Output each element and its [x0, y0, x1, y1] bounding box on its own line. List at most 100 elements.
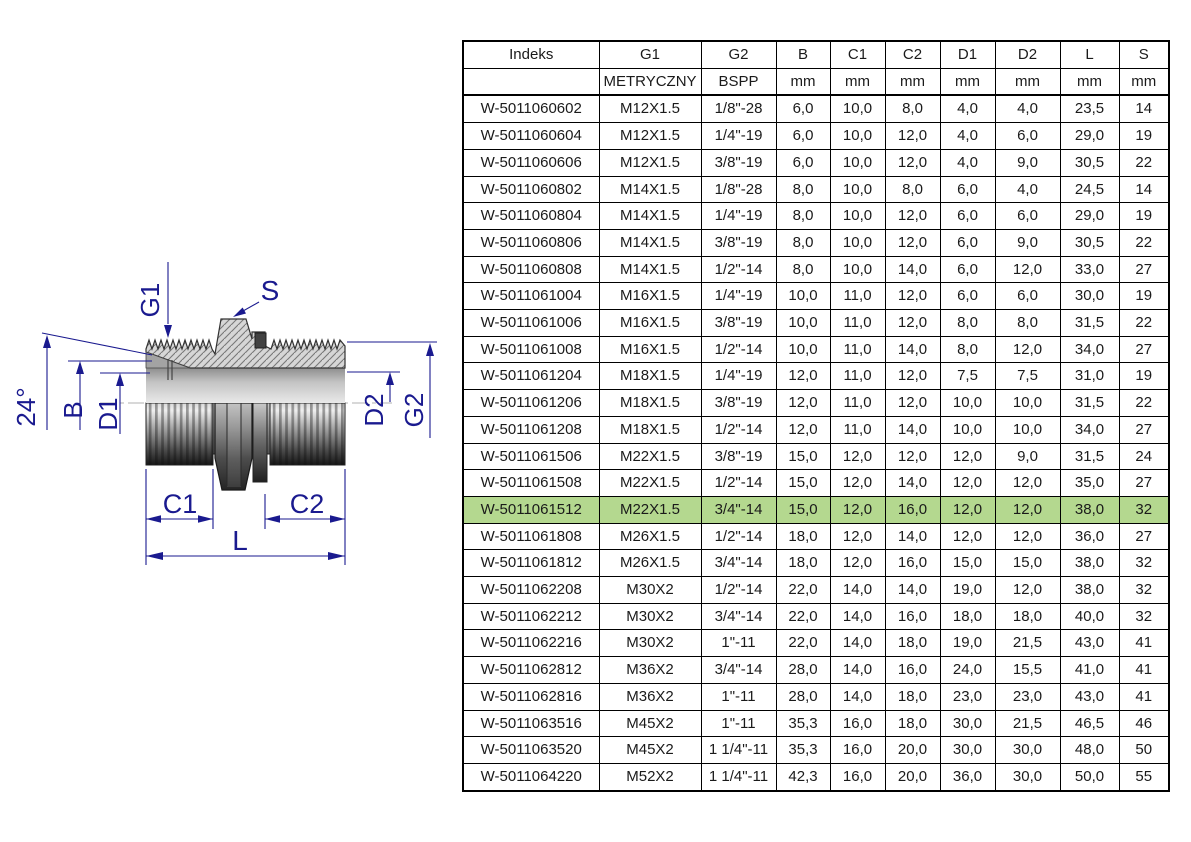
- cell-g1: M18X1.5: [598, 415, 702, 444]
- cell-g2: 3/8"-19: [700, 309, 777, 337]
- cell-d1: 6,0: [939, 202, 996, 230]
- cell-g2: 3/4"-14: [700, 602, 777, 631]
- cell-b: 6,0: [775, 94, 831, 124]
- cell-l: 31,5: [1059, 389, 1120, 417]
- cell-g2: 3/4"-14: [700, 495, 777, 524]
- cell-d2: 21,5: [994, 629, 1061, 658]
- cell-g1: M26X1.5: [598, 522, 702, 551]
- cell-indeks: W-5011061208: [462, 415, 600, 444]
- cell-l: 33,0: [1059, 255, 1120, 284]
- cell-d1: 19,0: [939, 576, 996, 604]
- column-header: B: [775, 40, 831, 69]
- cell-c2: 16,0: [884, 549, 941, 578]
- cell-s: 32: [1118, 576, 1170, 604]
- cell-d1: 6,0: [939, 255, 996, 284]
- cell-b: 28,0: [775, 682, 831, 711]
- cell-d2: 9,0: [994, 442, 1061, 471]
- cell-c1: 16,0: [829, 736, 886, 764]
- cell-g2: 1/2"-14: [700, 415, 777, 444]
- cell-s: 41: [1118, 682, 1170, 711]
- dim-label-g1: G1: [135, 283, 165, 318]
- cell-c1: 14,0: [829, 576, 886, 604]
- cell-g1: M18X1.5: [598, 389, 702, 417]
- column-header: S: [1118, 40, 1170, 69]
- unit-header: mm: [829, 67, 886, 97]
- table-row: W-5011061812 M26X1.5 3/4"-14 18,0 12,0 16,0 15…: [462, 549, 1170, 578]
- cell-c2: 8,0: [884, 94, 941, 124]
- cell-l: 50,0: [1059, 762, 1120, 792]
- cell-s: 22: [1118, 228, 1170, 257]
- cell-b: 18,0: [775, 522, 831, 551]
- cell-g1: M12X1.5: [598, 148, 702, 177]
- cell-l: 43,0: [1059, 629, 1120, 658]
- cell-d2: 12,0: [994, 522, 1061, 551]
- cell-d2: 30,0: [994, 736, 1061, 764]
- cell-l: 38,0: [1059, 495, 1120, 524]
- cell-d2: 10,0: [994, 415, 1061, 444]
- cell-l: 36,0: [1059, 522, 1120, 551]
- cell-g1: M12X1.5: [598, 94, 702, 124]
- table-row: W-5011062216 M30X2 1"-11 22,0 14,0 18,0 19,0 21…: [462, 629, 1170, 658]
- cell-g2: 3/4"-14: [700, 549, 777, 578]
- cell-l: 31,5: [1059, 442, 1120, 471]
- cell-g1: M18X1.5: [598, 362, 702, 391]
- cell-g1: M22X1.5: [598, 495, 702, 524]
- dim-label-angle: 24°: [11, 387, 41, 426]
- cell-d2: 21,5: [994, 709, 1061, 738]
- cell-indeks: W-5011063520: [462, 736, 600, 764]
- cell-g1: M14X1.5: [598, 202, 702, 230]
- c1-arrow-right: [198, 515, 213, 523]
- left-thread-cylinder: [145, 402, 214, 466]
- cell-b: 22,0: [775, 602, 831, 631]
- cell-indeks: W-5011060806: [462, 228, 600, 257]
- cell-c2: 20,0: [884, 762, 941, 792]
- cell-c1: 14,0: [829, 629, 886, 658]
- cell-d1: 18,0: [939, 602, 996, 631]
- cell-g1: M14X1.5: [598, 228, 702, 257]
- cell-c2: 16,0: [884, 602, 941, 631]
- cell-g2: 1/8"-28: [700, 175, 777, 204]
- cell-l: 43,0: [1059, 682, 1120, 711]
- cell-g2: 1/4"-19: [700, 122, 777, 150]
- table-row: W-5011063520 M45X2 1 1/4"-11 35,3 16,0 20,0 30…: [462, 736, 1170, 764]
- cell-d1: 12,0: [939, 442, 996, 471]
- cell-d1: 12,0: [939, 522, 996, 551]
- cell-indeks: W-5011060802: [462, 175, 600, 204]
- cell-l: 29,0: [1059, 202, 1120, 230]
- cell-l: 35,0: [1059, 469, 1120, 497]
- cell-g1: M14X1.5: [598, 255, 702, 284]
- cell-d1: 8,0: [939, 335, 996, 364]
- cell-b: 35,3: [775, 709, 831, 738]
- cell-indeks: W-5011060602: [462, 94, 600, 124]
- cell-g1: M26X1.5: [598, 549, 702, 578]
- cell-d2: 10,0: [994, 389, 1061, 417]
- table-row: W-5011064220 M52X2 1 1/4"-11 42,3 16,0 20,0 36…: [462, 762, 1170, 792]
- cell-d2: 6,0: [994, 122, 1061, 150]
- cell-g2: 1/4"-19: [700, 362, 777, 391]
- cell-b: 12,0: [775, 362, 831, 391]
- table-row: W-5011060602 M12X1.5 1/8"-28 6,0 10,0 8,0 4,0 4…: [462, 94, 1170, 124]
- cell-c2: 14,0: [884, 415, 941, 444]
- unit-header: [462, 67, 600, 97]
- cell-indeks: W-5011060606: [462, 148, 600, 177]
- cell-s: 27: [1118, 415, 1170, 444]
- fitting-drawing-svg: G1 S 24° B D1 D2 G2 C1 C2 L: [11, 262, 437, 565]
- retaining-tab: [254, 332, 267, 349]
- cell-b: 6,0: [775, 148, 831, 177]
- cell-l: 38,0: [1059, 549, 1120, 578]
- cell-c2: 12,0: [884, 228, 941, 257]
- cell-c2: 12,0: [884, 362, 941, 391]
- column-header: D1: [939, 40, 996, 69]
- cell-c1: 12,0: [829, 549, 886, 578]
- dim-label-g2: G2: [399, 393, 429, 428]
- table-row: W-5011060804 M14X1.5 1/4"-19 8,0 10,0 12,0 6,0…: [462, 202, 1170, 230]
- table-row: W-5011060808 M14X1.5 1/2"-14 8,0 10,0 14,0 6,0…: [462, 255, 1170, 284]
- cell-g1: M22X1.5: [598, 469, 702, 497]
- cell-g2: 1/2"-14: [700, 255, 777, 284]
- cell-b: 15,0: [775, 469, 831, 497]
- cell-g1: M36X2: [598, 656, 702, 684]
- cell-s: 24: [1118, 442, 1170, 471]
- cell-c1: 12,0: [829, 469, 886, 497]
- spec-table-body: W-5011060602 M12X1.5 1/8"-28 6,0 10,0 8,0 4,0 4…: [462, 94, 1170, 792]
